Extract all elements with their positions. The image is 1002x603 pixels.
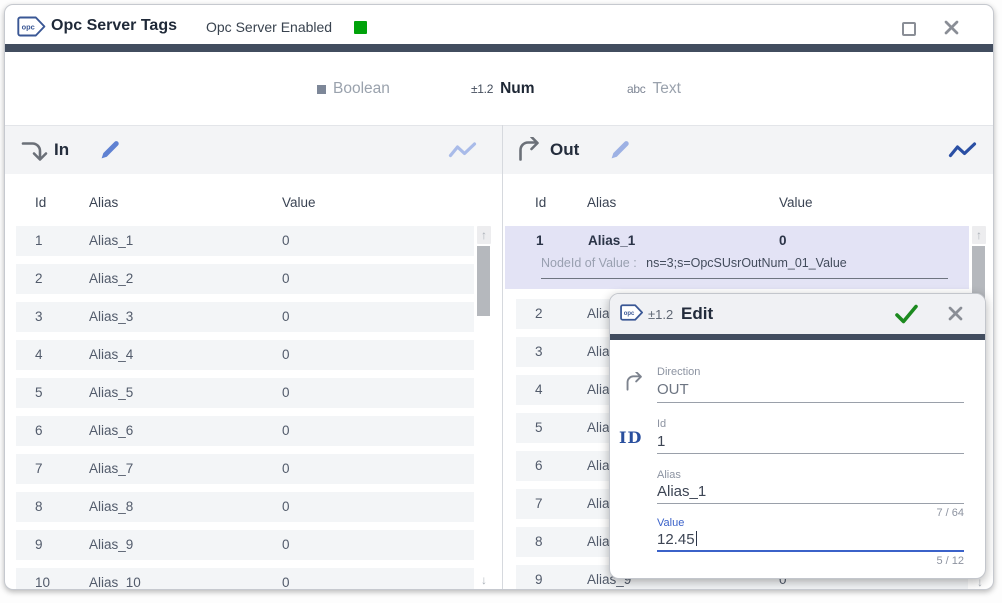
alias-char-counter: 7 / 64 (936, 507, 964, 519)
scroll-up-icon[interactable]: ↑ (972, 226, 986, 244)
value-label: Value (657, 517, 685, 529)
server-status-text: Opc Server Enabled (206, 19, 333, 35)
out-col-value: Value (779, 195, 813, 210)
filter-num[interactable]: ±1.2 Num (471, 80, 535, 98)
direction-field[interactable]: OUT (657, 381, 689, 398)
edit-dialog-header: opc ±1.2 Edit (610, 294, 985, 334)
field-underline (657, 503, 964, 504)
close-button[interactable] (943, 19, 960, 41)
id-field[interactable]: 1 (657, 433, 666, 450)
field-underline-focused (657, 550, 964, 552)
direction-out-icon (624, 371, 646, 399)
table-row[interactable]: 9 Alias_9 0 (16, 530, 474, 560)
opc-badge-icon: opc (620, 303, 645, 327)
arrow-out-icon (516, 135, 544, 170)
in-col-id: Id (35, 195, 47, 210)
selected-table-row[interactable]: 1 Alias_1 0 NodeId of Value : ns=3;s=Opc… (505, 226, 969, 289)
nodeid-underline (541, 278, 948, 279)
scroll-down-icon[interactable]: ↓ (481, 573, 487, 587)
direction-label: Direction (657, 366, 701, 378)
title-bar: opc Opc Server Tags Opc Server Enabled (5, 5, 993, 44)
num-type-icon: ±1.2 (471, 82, 494, 96)
window-title: Opc Server Tags (51, 17, 177, 34)
close-icon[interactable] (947, 305, 964, 327)
num-type-icon: ±1.2 (648, 307, 674, 322)
confirm-check-icon[interactable] (894, 303, 919, 330)
scroll-down-icon[interactable]: ↓ (977, 575, 983, 589)
svg-text:opc: opc (22, 23, 35, 32)
in-col-alias: Alias (89, 195, 119, 210)
alias-label: Alias (657, 469, 681, 481)
in-panel-title: In (54, 140, 70, 159)
opc-badge-icon: opc (17, 15, 48, 43)
scroll-up-icon[interactable]: ↑ (477, 226, 491, 244)
abc-type-icon: abc (627, 82, 646, 96)
text-cursor (695, 531, 698, 546)
title-divider (5, 44, 993, 52)
maximize-button[interactable] (902, 22, 916, 36)
trend-chart-icon[interactable] (948, 141, 977, 165)
value-field[interactable]: 12.45 (657, 531, 698, 548)
out-col-alias: Alias (587, 195, 617, 210)
id-icon: ID (619, 428, 643, 447)
opc-server-tags-window: opc Opc Server Tags Opc Server Enabled B… (4, 4, 994, 590)
filter-text-label: Text (652, 80, 681, 97)
scrollbar-thumb[interactable] (477, 246, 490, 316)
trend-chart-icon[interactable] (448, 141, 477, 165)
in-col-value: Value (282, 195, 316, 210)
field-underline (657, 453, 964, 454)
arrow-in-icon (20, 137, 48, 170)
edit-pencil-icon[interactable] (609, 140, 630, 166)
boolean-square-icon (317, 84, 326, 94)
filter-boolean[interactable]: Boolean (317, 80, 390, 98)
id-label: Id (657, 418, 667, 430)
table-row[interactable]: 1 Alias_1 0 (16, 226, 474, 256)
value-char-counter: 5 / 12 (936, 555, 964, 567)
alias-field[interactable]: Alias_1 (657, 483, 707, 500)
table-row[interactable]: 10 Alias_10 0 (16, 568, 474, 589)
edit-dialog: opc ±1.2 Edit Direction OUT ID Id 1 Alia… (609, 293, 986, 579)
filter-num-label: Num (500, 80, 535, 97)
out-panel-header: Out (503, 125, 993, 174)
out-col-id: Id (535, 195, 547, 210)
edit-pencil-icon[interactable] (99, 140, 120, 166)
scrollbar-thumb[interactable] (972, 246, 985, 306)
edit-dialog-title: Edit (681, 304, 714, 323)
filter-text[interactable]: abc Text (627, 80, 681, 98)
out-panel-title: Out (550, 140, 580, 159)
panel-divider (502, 125, 503, 589)
server-enabled-indicator (354, 21, 367, 34)
svg-text:opc: opc (624, 311, 635, 317)
filter-boolean-label: Boolean (333, 80, 390, 97)
in-panel-header: In (5, 125, 502, 174)
field-underline (657, 402, 964, 403)
dialog-divider (610, 334, 985, 340)
nodeid-field[interactable]: NodeId of Value : ns=3;s=OpcSUsrOutNum_0… (541, 256, 847, 270)
